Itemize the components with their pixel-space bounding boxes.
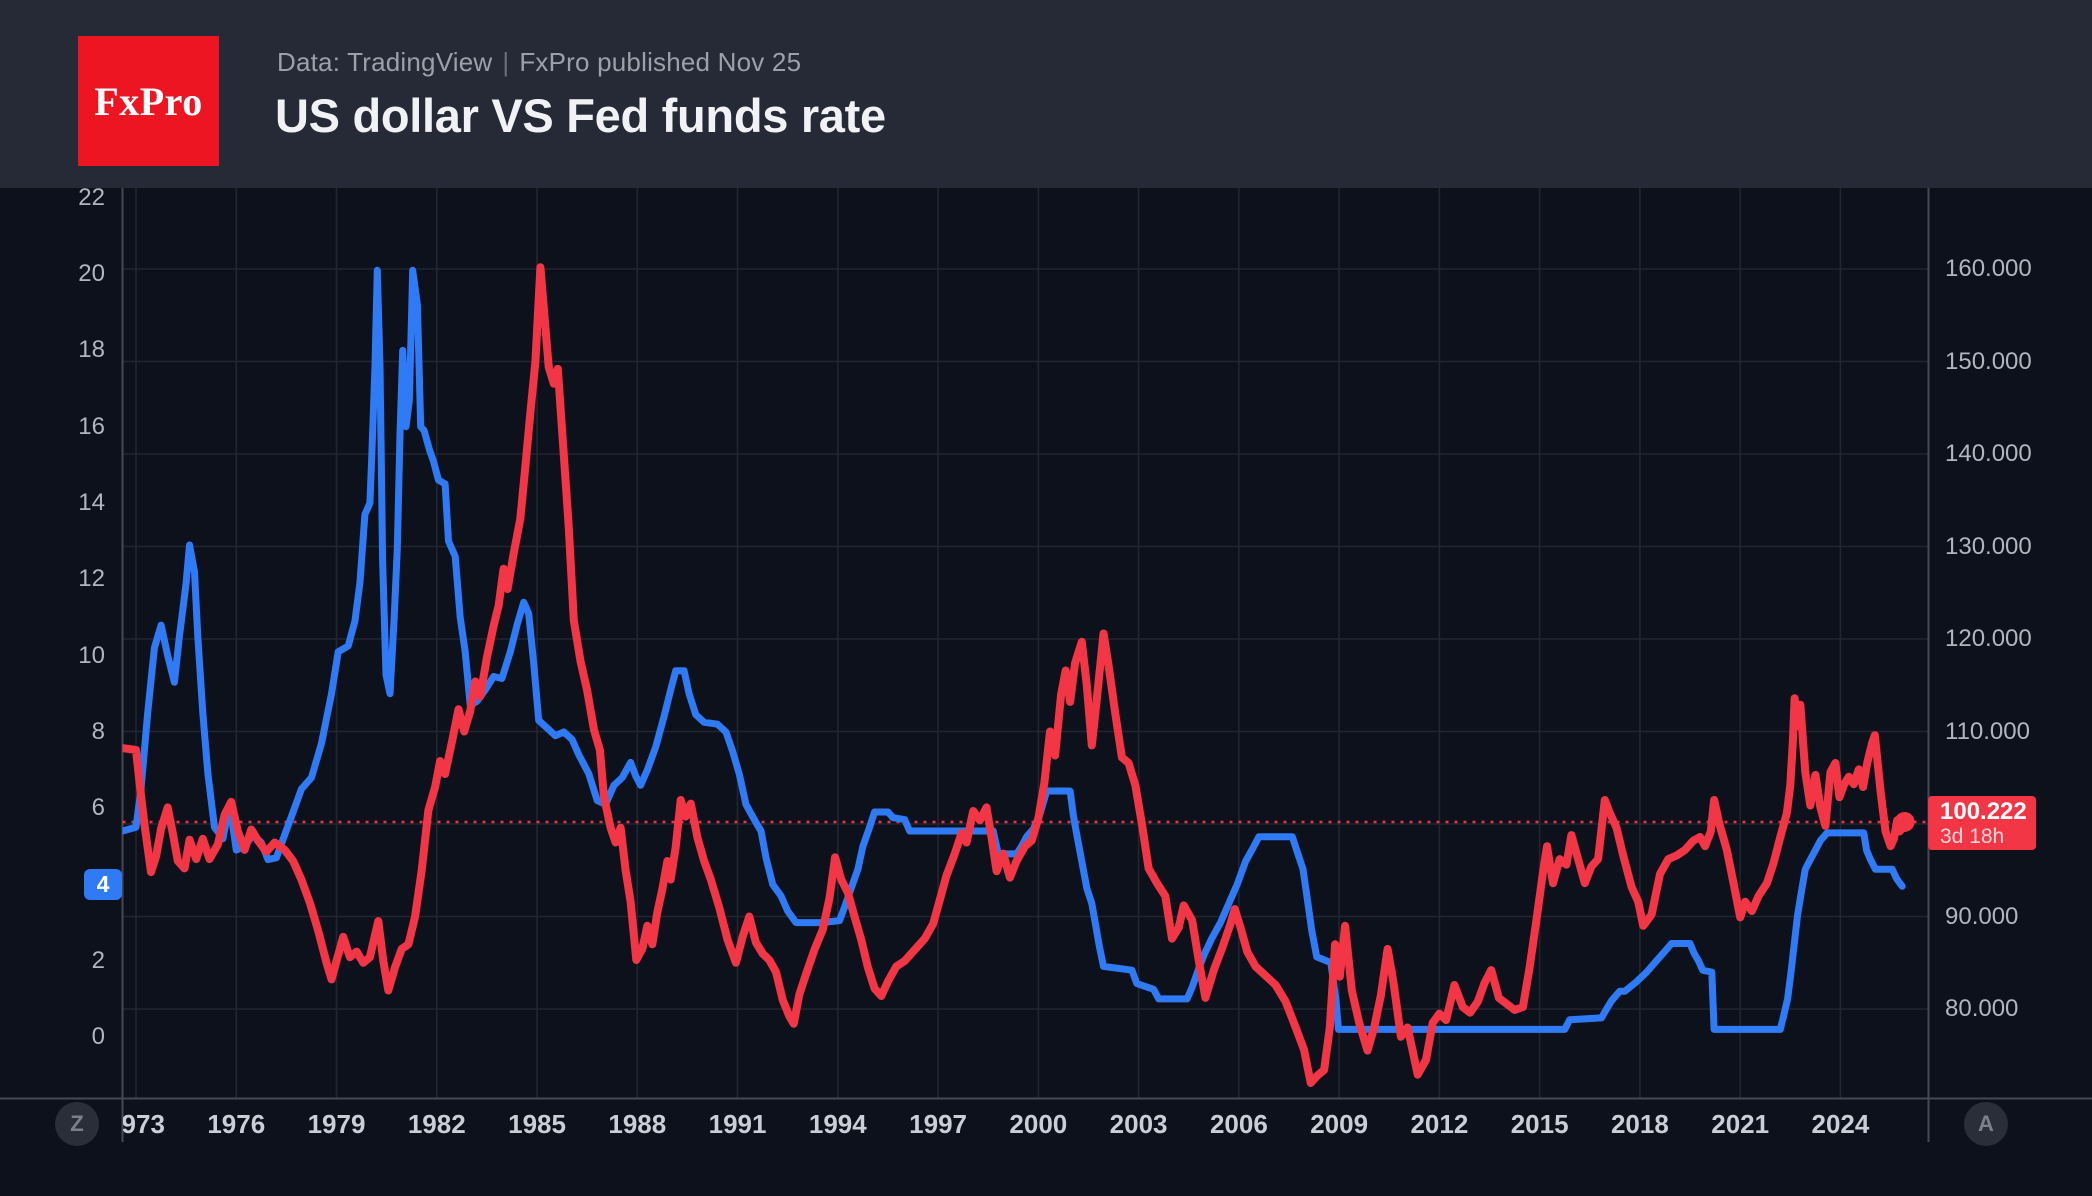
fed-funds-current-value: 4	[96, 871, 110, 897]
right-axis-tick: 90.000	[1945, 902, 2019, 930]
left-axis-tick: 8	[91, 717, 105, 745]
right-axis-tick: 160.000	[1945, 255, 2032, 282]
left-axis-tick: 12	[78, 565, 105, 593]
dollar-price-tag: 100.222 3d 18h	[1928, 796, 2036, 850]
left-axis-tick: 22	[78, 183, 105, 211]
x-axis-tick: 2021	[1711, 1109, 1770, 1139]
left-axis-tick: 14	[78, 488, 105, 516]
dollar-current-price: 100.222	[1940, 798, 2027, 825]
data-source-line: Data: TradingView | FxPro published Nov 25	[277, 47, 801, 78]
data-source-suffix: FxPro published Nov 25	[519, 47, 802, 77]
fxpro-logo-text: FxPro	[94, 78, 203, 124]
x-axis-tick: 2015	[1510, 1109, 1569, 1139]
x-axis-tick: 2000	[1009, 1109, 1068, 1139]
right-axis-tick: 150.000	[1945, 347, 2032, 375]
right-axis-tick: 110.000	[1945, 717, 2030, 745]
x-axis-tick: 2018	[1610, 1109, 1669, 1139]
right-axis-tick: 80.000	[1945, 995, 2019, 1022]
autoscale-button[interactable]: A	[1964, 1102, 2008, 1146]
x-axis-tick: 2024	[1811, 1109, 1870, 1139]
x-axis-tick: 1982	[407, 1109, 466, 1139]
left-axis-tick: 18	[78, 336, 105, 364]
dollar-countdown: 3d 18h	[1940, 825, 2005, 848]
source-separator: |	[502, 47, 510, 77]
x-axis-tick: 1997	[909, 1109, 967, 1139]
right-axis-tick: 140.000	[1945, 440, 2032, 467]
x-axis-tick: 2006	[1209, 1109, 1268, 1139]
left-axis-tick: 20	[78, 260, 105, 288]
left-axis-tick: 2	[91, 946, 105, 974]
left-axis-tick: 10	[78, 641, 105, 669]
page-title: US dollar VS Fed funds rate	[275, 89, 886, 142]
x-axis-tick: 1973	[123, 1109, 165, 1139]
x-axis-tick: 1976	[207, 1109, 266, 1139]
x-axis-tick: 1988	[608, 1109, 667, 1139]
x-axis-tick: 1985	[508, 1109, 566, 1139]
x-axis-tick: 2009	[1310, 1109, 1369, 1139]
fxpro-logo: FxPro	[78, 36, 219, 166]
data-source-prefix: Data: TradingView	[277, 47, 493, 77]
left-axis-tick: 16	[78, 412, 105, 440]
left-axis-tick: 6	[91, 794, 105, 822]
chart-area: 2220181614121086420 160.000150.000140.00…	[0, 184, 2092, 1196]
autoscale-button-label: A	[1978, 1111, 1994, 1136]
time-scale[interactable]: 1973 1976 1979 1982 1985 1988 1991 1994 1997 2000…	[123, 1106, 2092, 1146]
fed-funds-current-value-tag: 4	[84, 869, 122, 900]
left-axis-tick: 0	[91, 1023, 105, 1050]
right-axis-tick: 120.000	[1945, 625, 2032, 652]
x-axis-tick: 1991	[708, 1109, 767, 1139]
x-axis-tick: 2012	[1410, 1109, 1469, 1139]
header-bar: FxPro Data: TradingView | FxPro published …	[0, 0, 2092, 188]
x-axis-tick: 2003	[1109, 1109, 1168, 1139]
zoom-button[interactable]: Z	[55, 1102, 99, 1146]
x-axis-tick: 1979	[307, 1109, 366, 1139]
x-axis-tick: 1994	[808, 1109, 867, 1139]
right-axis-tick: 130.000	[1945, 532, 2032, 560]
zoom-button-label: Z	[70, 1111, 84, 1136]
